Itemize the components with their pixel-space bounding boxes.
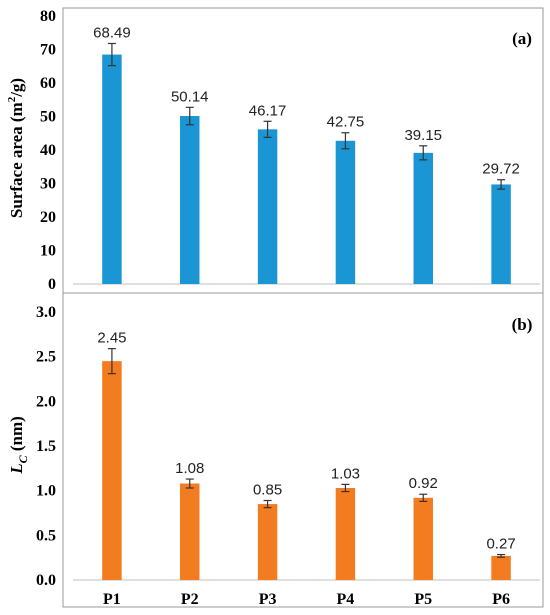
panel-b-y-tick-label: 1.5 [36,438,56,455]
panel-a-data-label-p5: 39.15 [404,127,442,144]
panel-a-data-label-p3: 46.17 [249,102,287,119]
panel-b-error-bar-p6 [497,553,506,558]
panel-b-bar-p6 [491,555,511,580]
panel-b-x-tick-label: P4 [337,591,355,608]
panel-b-y-tick-label: 1.0 [36,483,56,500]
panel-b-x-tick-label: P1 [103,591,121,608]
panel-b-x-tick-label: P6 [492,591,510,608]
panel-b-error-bar-p2 [185,478,194,489]
panel-b-error-bar-p3 [263,499,272,509]
panel-a-bar-p4 [335,140,356,284]
panel-b-error-bar-p5 [419,493,428,502]
panel-b-label: (b) [512,315,533,334]
panel-a-data-label-p6: 29.72 [482,161,520,178]
panel-b-error-bar-p4 [341,483,350,493]
panel-a-y-tick-label: 30 [40,176,56,193]
panel-b-bar-p2 [180,483,200,580]
panel-a-y-tick-label: 0 [48,276,56,293]
panel-b-plot: 0.0 0.5 1.0 1.5 2.0 2.5 3.0 2.45 P1 1.08 P2 0.85 P3 1… [36,304,540,608]
panel-a-error-bar-p5 [419,145,428,161]
panel-b-x-tick-label: P2 [181,591,199,608]
panel-b-data-label-p5: 0.92 [409,475,438,492]
panel-a-label: (a) [512,29,532,48]
panel-b-frame [62,292,544,608]
panel-b-x-tick-label: P3 [259,591,277,608]
panel-a-bar-p1 [102,54,122,284]
panel-b-bar-p5 [413,497,433,580]
panel-a-y-tick-label: 20 [40,209,56,226]
panel-b-data-label-p1: 2.45 [97,330,126,347]
panel-b-error-bar-p1 [107,348,116,375]
panel-a-y-tick-label: 40 [40,142,56,159]
panel-b-y-tick-label: 0.5 [36,527,56,544]
panel-a-plot: 0 10 20 30 40 50 60 70 80 68.49 50.14 46.17 42.75 39.… [40,8,540,293]
panel-a-y-tick-label: 10 [40,243,56,260]
panel-b-data-label-p6: 0.27 [486,536,515,553]
panel-b-y-tick-label: 3.0 [36,304,56,321]
panel-a-bar-p3 [257,129,278,284]
panel-a-error-bar-p1 [107,42,116,67]
panel-a-data-label-p4: 42.75 [327,114,365,131]
panel-a-y-tick-label: 80 [40,8,56,25]
panel-b-data-label-p4: 1.03 [331,465,360,482]
panel-a-error-bar-p6 [497,179,506,190]
panel-a-error-bar-p3 [263,120,272,138]
panel-b-data-label-p2: 1.08 [175,460,204,477]
panel-a-y-tick-label: 50 [40,109,56,126]
panel-a-bar-p2 [180,116,200,284]
panel-b-y-tick-label: 2.0 [36,393,56,410]
panel-a-bar-p5 [413,152,433,284]
panel-a-bar-p6 [491,184,511,284]
panel-b-y-axis-title: LC (nm) [7,416,30,475]
panel-a-y-tick-label: 60 [40,75,56,92]
panel-a-error-bar-p4 [341,132,350,150]
panel-a-y-tick-label: 70 [40,42,56,59]
panel-b-data-label-p3: 0.85 [253,481,282,498]
panel-b-bar-p4 [335,487,356,580]
panel-b-x-tick-label: P5 [414,591,432,608]
panel-a-data-label-p1: 68.49 [93,25,131,42]
panel-a-data-label-p2: 50.14 [171,88,209,105]
panel-b-y-tick-label: 2.5 [36,349,56,366]
panel-b-y-tick-label: 0.0 [36,572,56,589]
panel-b-bar-p3 [257,504,278,580]
panel-a-y-axis-title: Surface area (m2/g) [6,78,26,218]
panel-b-bar-p1 [102,361,122,580]
panel-a-error-bar-p2 [185,106,194,126]
